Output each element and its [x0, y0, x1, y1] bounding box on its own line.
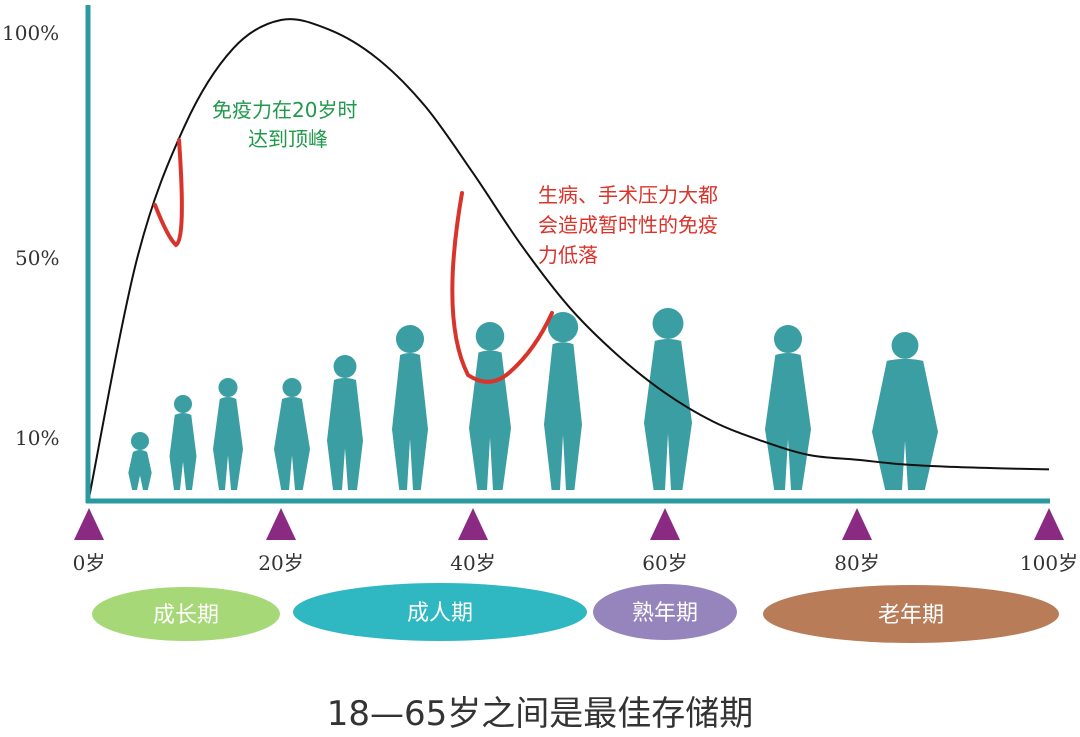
x-tick-label: 0岁 — [73, 551, 106, 575]
x-axis-marker — [74, 508, 104, 540]
person-silhouette-head — [333, 355, 357, 378]
x-axis-marker — [842, 508, 872, 540]
person-silhouette-body — [274, 397, 310, 490]
person-silhouette-head — [475, 322, 505, 351]
person-silhouette-head — [174, 395, 192, 413]
x-tick-label: 20岁 — [258, 551, 303, 575]
stage-mature-label: 熟年期 — [632, 601, 698, 626]
annotation-dip: 生病、手术压力大都 — [538, 183, 718, 207]
x-axis-marker — [458, 508, 488, 540]
y-tick-label: 100% — [2, 21, 59, 45]
person-silhouette-head — [652, 308, 684, 339]
person-silhouette-body — [327, 377, 363, 490]
x-tick-label: 80岁 — [834, 551, 879, 575]
annotation-peak: 达到顶峰 — [248, 127, 328, 151]
person-silhouette-body — [169, 413, 197, 490]
y-tick-label: 50% — [15, 246, 59, 270]
chart-caption: 18—65岁之间是最佳存储期 — [326, 694, 754, 734]
stage-old-ellipse — [763, 585, 1059, 643]
person-silhouette-body — [128, 450, 152, 490]
immunity-dip-marker — [450, 191, 554, 384]
stage-adult-ellipse — [293, 583, 587, 641]
x-tick-label: 100岁 — [1020, 551, 1078, 575]
annotation-dip: 力低落 — [538, 243, 598, 267]
x-axis-marker — [266, 508, 296, 540]
person-silhouette-body — [644, 338, 692, 490]
person-silhouette-body — [872, 358, 938, 490]
immunity-curve — [88, 18, 1050, 499]
x-axis-markers: 0岁 20岁 40岁 60岁 80岁 100岁 — [73, 508, 1078, 575]
stage-growth-label: 成长期 — [153, 603, 219, 628]
annotation-dip: 会造成暂时性的免疫 — [538, 213, 718, 237]
stage-growth-ellipse — [92, 587, 280, 641]
annotation-peak: 免疫力在20岁时 — [212, 98, 357, 122]
age-silhouettes — [128, 308, 938, 490]
stage-mature-ellipse — [593, 584, 737, 640]
stage-old-label: 老年期 — [878, 603, 944, 628]
person-silhouette-body — [765, 353, 811, 490]
x-axis-marker — [650, 508, 680, 540]
person-silhouette-head — [773, 325, 803, 354]
person-silhouette-head — [891, 332, 919, 359]
person-silhouette-head — [131, 432, 149, 450]
stage-adult-label: 成人期 — [407, 601, 473, 626]
y-tick-label: 10% — [15, 426, 59, 450]
person-silhouette-head — [282, 378, 302, 398]
x-tick-label: 40岁 — [450, 551, 495, 575]
x-axis-marker — [1034, 508, 1064, 540]
person-silhouette-head — [547, 312, 579, 343]
person-silhouette-body — [392, 353, 428, 490]
person-silhouette-body — [213, 397, 243, 490]
immunity-dip-marker — [153, 138, 184, 248]
person-silhouette-body — [544, 342, 582, 490]
x-tick-label: 60岁 — [642, 551, 687, 575]
person-silhouette-head — [218, 378, 238, 398]
person-silhouette-head — [395, 325, 425, 354]
person-silhouette-body — [469, 350, 511, 490]
